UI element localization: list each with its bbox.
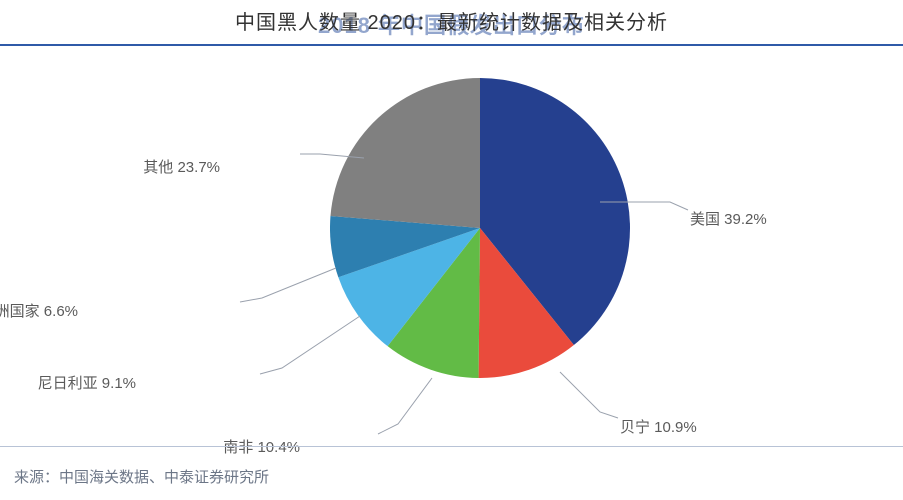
- source-footer: 来源：中国海关数据、中泰证券研究所: [14, 466, 269, 487]
- slice-label-尼日利亚: 尼日利亚 9.1%: [38, 372, 136, 393]
- bottom-rule: [0, 446, 903, 447]
- pie-chart: 美国 39.2%贝宁 10.9%南非 10.4%尼日利亚 9.1%其他非洲国家 …: [0, 58, 903, 438]
- top-rule: [0, 44, 903, 46]
- pie-slice-其他: [330, 78, 480, 228]
- slice-label-其他: 其他 23.7%: [143, 156, 220, 177]
- pie-svg: [330, 78, 630, 378]
- slice-label-美国: 美国 39.2%: [690, 208, 767, 229]
- leader-贝宁: [560, 372, 618, 418]
- leader-其他非洲国家: [240, 268, 336, 302]
- slice-label-贝宁: 贝宁 10.9%: [620, 416, 697, 437]
- leader-南非: [378, 378, 432, 434]
- page-title: 中国黑人数量 2020：最新统计数据及相关分析: [0, 6, 903, 35]
- slice-label-其他非洲国家: 其他非洲国家 6.6%: [0, 300, 78, 321]
